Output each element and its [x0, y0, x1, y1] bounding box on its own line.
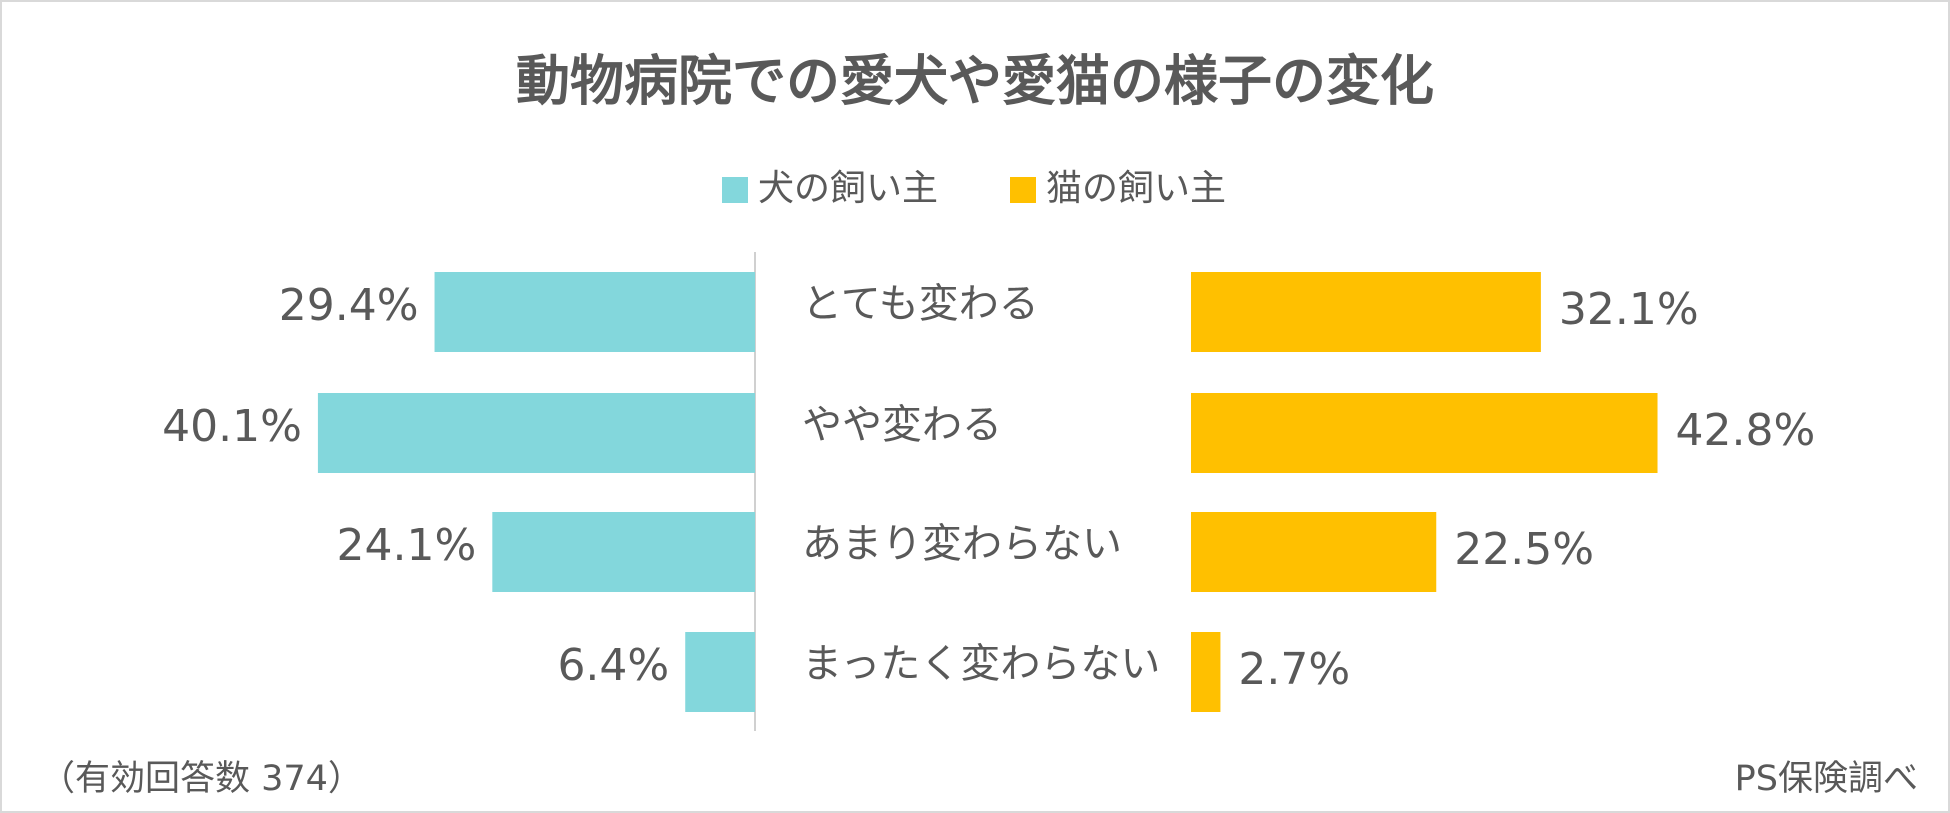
value-label: 29.4% — [279, 280, 419, 331]
value-label: 22.5% — [1454, 524, 1594, 575]
chart-title: 動物病院での愛犬や愛猫の様子の変化 — [516, 50, 1434, 113]
value-label: 42.8% — [1676, 405, 1816, 456]
legend-swatch — [1010, 177, 1036, 203]
value-label: 32.1% — [1559, 284, 1699, 335]
category-label: やや変わる — [802, 402, 1002, 448]
value-label: 40.1% — [162, 401, 302, 452]
bar — [434, 272, 755, 352]
legend-label: 犬の飼い主 — [758, 168, 938, 209]
bar — [1191, 272, 1541, 352]
category-label: とても変わる — [802, 281, 1039, 327]
bar — [1191, 512, 1437, 592]
value-label: 2.7% — [1238, 644, 1350, 695]
legend-label: 猫の飼い主 — [1046, 168, 1226, 209]
category-label: あまり変わらない — [802, 521, 1122, 567]
bar — [317, 393, 755, 473]
note: （有効回答数 374） — [40, 759, 363, 799]
value-label: 6.4% — [557, 640, 669, 691]
legend-swatch — [722, 177, 748, 203]
value-label: 24.1% — [337, 520, 477, 571]
bar — [1191, 632, 1221, 712]
bar — [685, 632, 755, 712]
source: PS保険調べ — [1735, 759, 1918, 799]
category-label: まったく変わらない — [802, 641, 1160, 687]
bar — [492, 512, 755, 592]
bar — [1191, 393, 1658, 473]
